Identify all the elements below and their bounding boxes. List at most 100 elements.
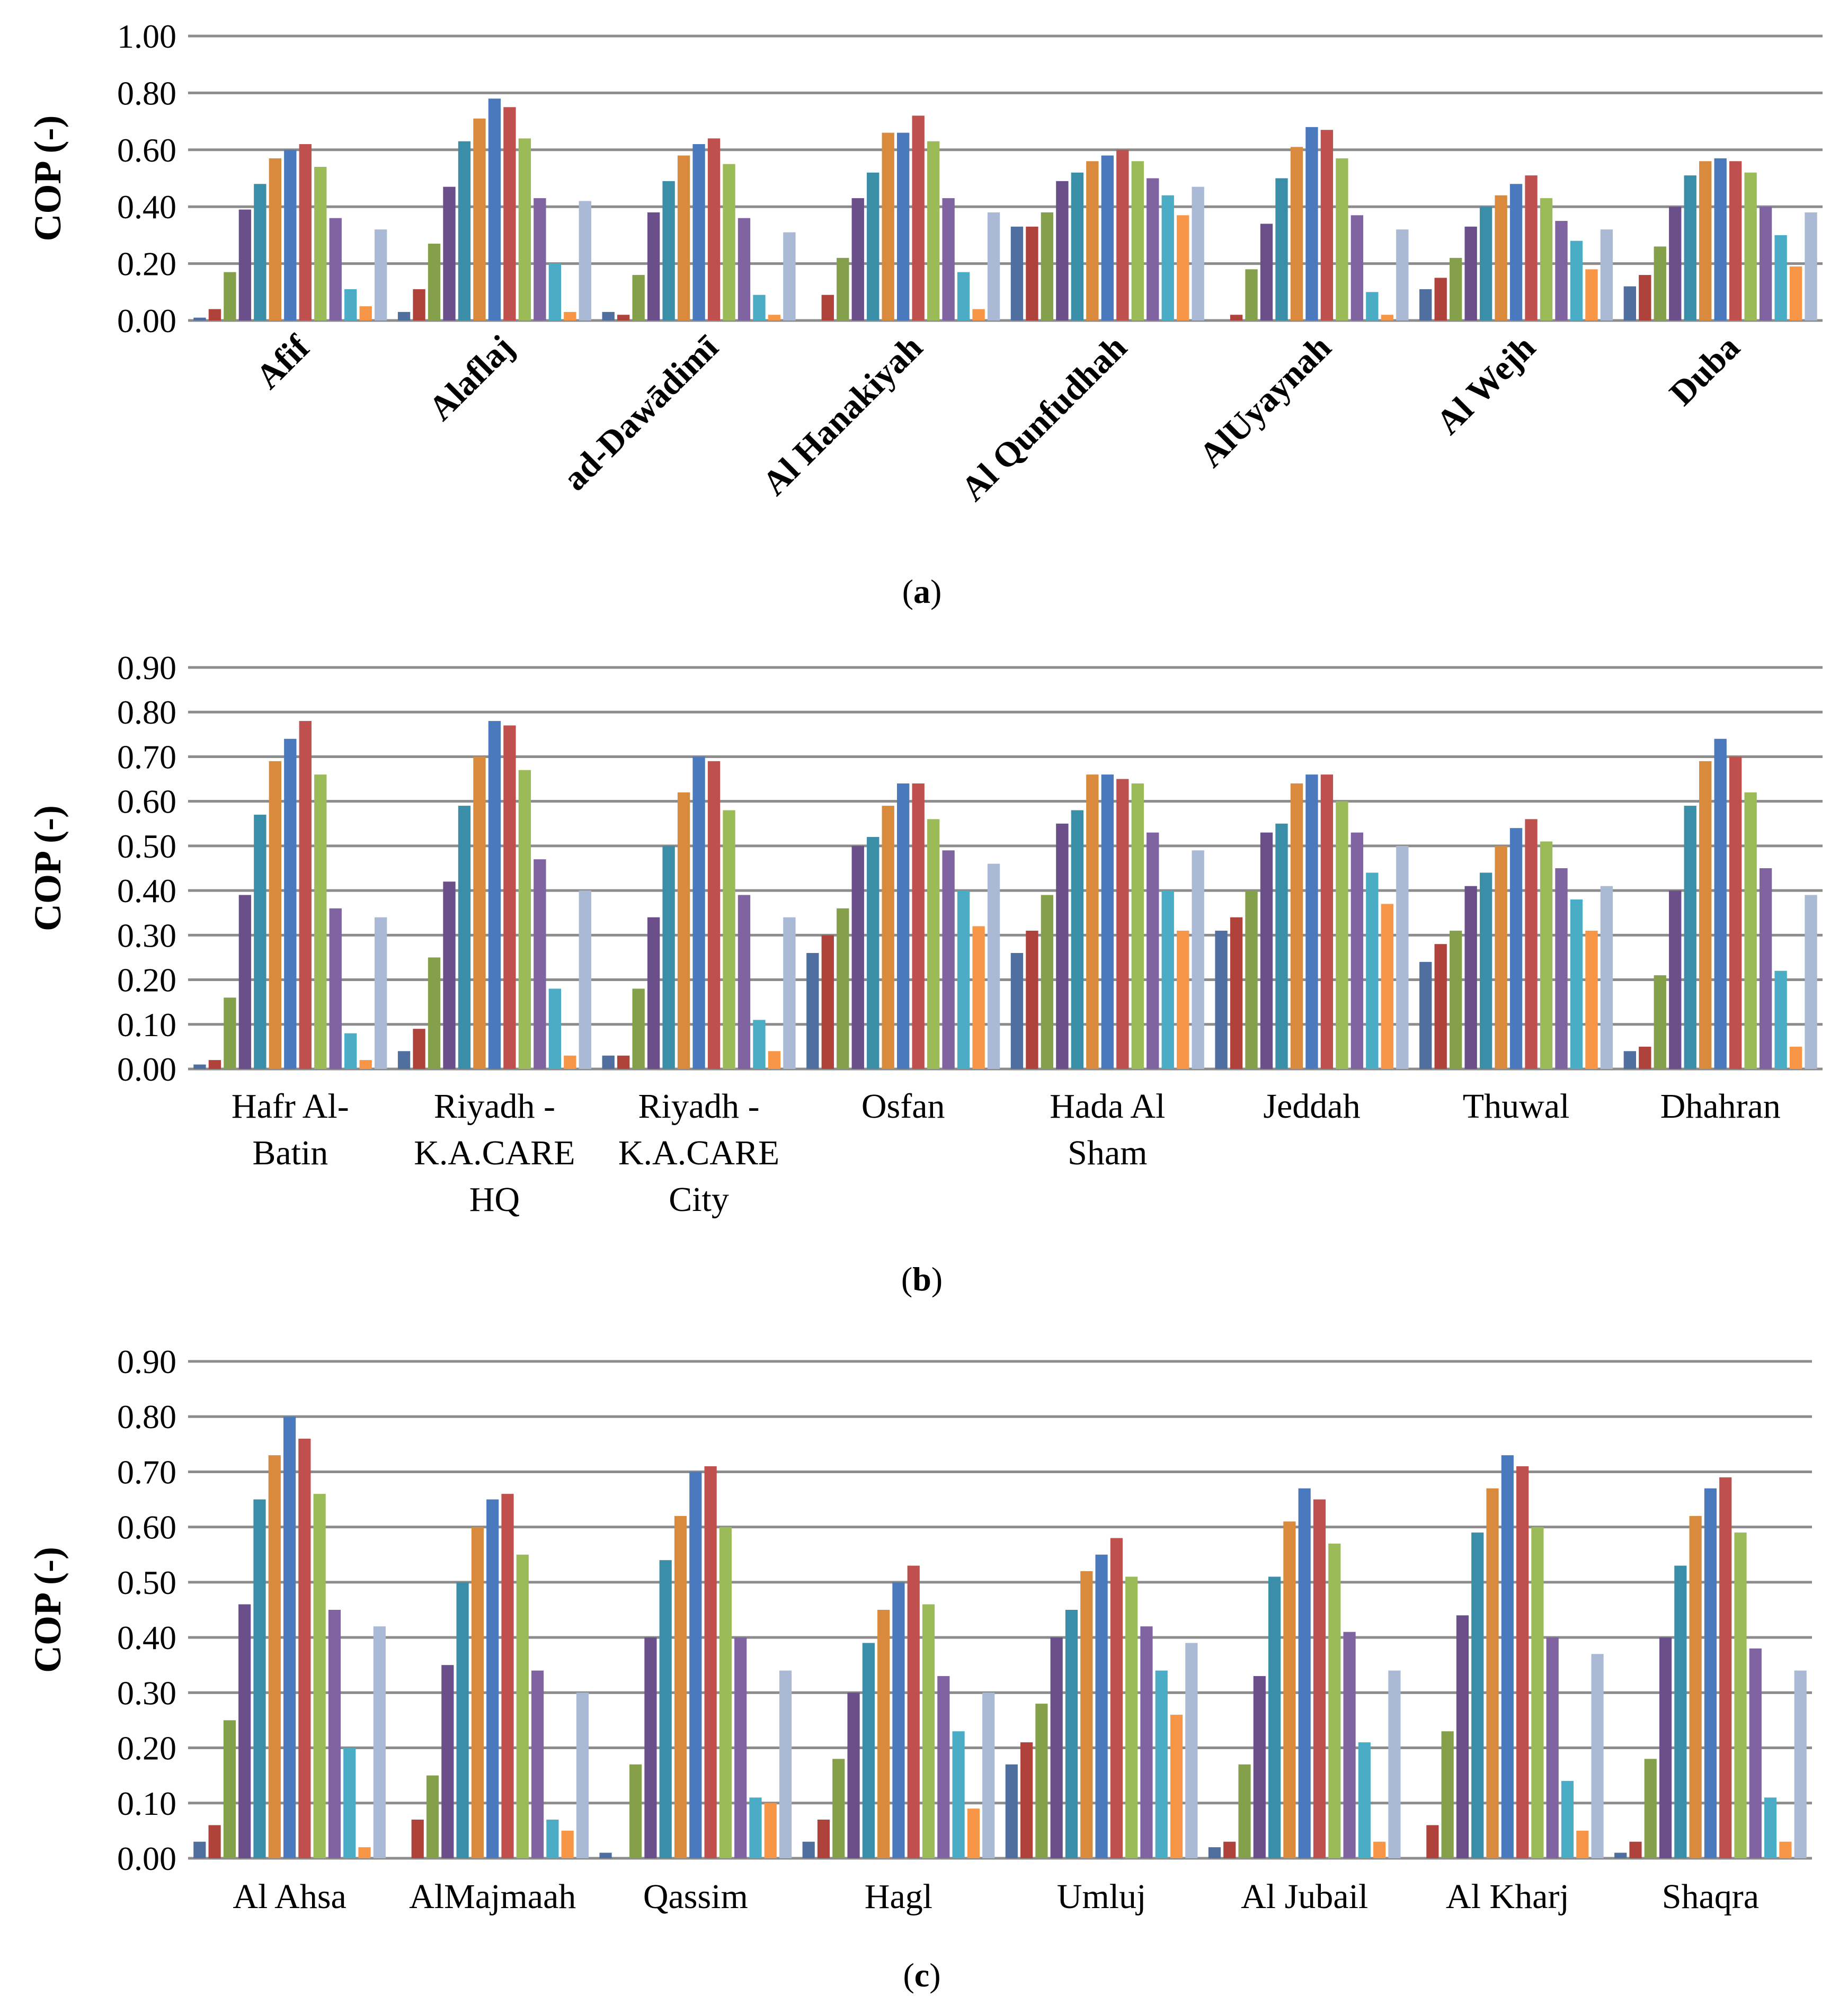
bar	[912, 115, 925, 321]
bar	[426, 1775, 439, 1858]
bar	[1639, 275, 1651, 320]
bar	[1734, 1532, 1747, 1858]
bar	[238, 895, 252, 1069]
bar	[1290, 147, 1303, 320]
bar	[564, 311, 576, 320]
bar	[443, 881, 456, 1069]
bar	[531, 1670, 544, 1858]
bar	[344, 1033, 357, 1069]
y-tick-label: 0.80	[117, 1398, 176, 1436]
bar	[602, 1055, 615, 1069]
x-tick-label: City	[669, 1180, 729, 1219]
x-tick-label: Riyadh -	[638, 1087, 759, 1126]
bar	[488, 99, 501, 320]
y-tick-label: 0.50	[117, 827, 176, 865]
bar	[629, 1764, 642, 1858]
bar	[1071, 810, 1084, 1069]
bar	[806, 953, 819, 1069]
bar	[1253, 1676, 1266, 1858]
bar	[576, 1692, 589, 1858]
bar	[1020, 1742, 1033, 1858]
bar	[1192, 850, 1204, 1069]
bar	[707, 138, 721, 320]
bar	[1336, 801, 1348, 1069]
bar	[358, 1847, 371, 1858]
bar	[1570, 240, 1583, 320]
bar	[942, 850, 955, 1069]
bar	[458, 141, 471, 320]
bar	[632, 988, 645, 1069]
bar	[1555, 221, 1568, 320]
y-tick-label: 0.10	[117, 1785, 176, 1822]
bar	[1373, 1841, 1386, 1858]
x-tick-label: Shaqra	[1662, 1877, 1759, 1916]
bar	[503, 725, 516, 1069]
bar	[1555, 868, 1568, 1069]
bar	[1192, 186, 1204, 320]
bar	[1509, 828, 1523, 1069]
bar	[1336, 158, 1348, 320]
y-tick-label: 0.80	[117, 693, 176, 731]
bar	[328, 1610, 341, 1858]
bar	[867, 172, 879, 320]
bar	[314, 167, 327, 320]
x-tick-label: K.A.CARE	[414, 1134, 575, 1172]
y-tick-label: 0.40	[117, 872, 176, 910]
bar	[779, 1670, 792, 1858]
bar	[837, 257, 849, 320]
bar	[1215, 930, 1228, 1069]
bar	[473, 756, 486, 1069]
x-tick-label: Umluj	[1057, 1877, 1147, 1916]
bar	[579, 890, 591, 1069]
bar	[548, 988, 562, 1069]
bar	[768, 1051, 781, 1069]
bar	[238, 1604, 251, 1858]
bar	[1275, 178, 1288, 320]
bar	[428, 244, 441, 320]
bar	[912, 783, 925, 1069]
x-tick-label: Hada Al	[1050, 1087, 1165, 1126]
bar	[1525, 819, 1538, 1069]
bar	[397, 1051, 411, 1069]
bar	[284, 149, 297, 320]
bar	[1005, 1764, 1018, 1858]
bar	[1177, 930, 1189, 1069]
bar	[1434, 944, 1447, 1069]
bar	[254, 814, 266, 1069]
bar	[1343, 1632, 1356, 1858]
bar	[329, 218, 342, 320]
panel-letter: b	[912, 1260, 931, 1298]
bar	[1684, 806, 1696, 1069]
x-tick-label: Qassim	[643, 1877, 748, 1916]
bar	[1050, 1637, 1063, 1858]
bar	[534, 198, 546, 320]
bar	[1744, 172, 1757, 320]
bar	[1305, 127, 1318, 320]
bar	[516, 1554, 529, 1858]
bar	[269, 761, 282, 1069]
bar	[1699, 761, 1712, 1069]
bar	[1629, 1841, 1642, 1858]
chart-panel-c: 0.00 0.10 0.20 0.30 0.40 0.50 0.60 0.70 0.80 0.90…	[26, 1343, 1812, 1994]
bar	[783, 917, 796, 1069]
bar	[1449, 930, 1462, 1069]
bar	[374, 229, 387, 320]
bar	[1774, 235, 1787, 320]
bar	[1041, 895, 1054, 1069]
y-tick-label: 0.00	[117, 302, 176, 340]
bar	[1540, 841, 1553, 1069]
chart-panel-a: 0.00 0.20 0.40 0.60 0.80 1.00 COP (-) Afif Alafl…	[26, 17, 1823, 610]
bar	[927, 819, 940, 1069]
bar	[1419, 289, 1432, 320]
bar	[1351, 215, 1364, 320]
bar	[1495, 195, 1507, 320]
bar	[329, 908, 342, 1069]
bar	[1659, 1637, 1672, 1858]
bar	[1230, 315, 1243, 320]
bar	[1320, 774, 1334, 1069]
bar	[1576, 1830, 1589, 1858]
bar	[677, 155, 690, 320]
bar	[837, 908, 849, 1069]
x-tick-label: Al Kharj	[1446, 1877, 1569, 1916]
bar	[1320, 130, 1334, 320]
